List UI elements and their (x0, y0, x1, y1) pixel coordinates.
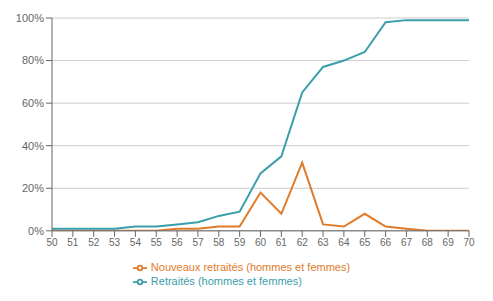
svg-text:40%: 40% (22, 140, 44, 152)
svg-text:65: 65 (359, 237, 371, 248)
svg-text:60%: 60% (22, 97, 44, 109)
html-text:Nouveaux retraités (hommes et: Nouveaux retraités (hommes et femmes) (150, 260, 351, 273)
svg-text:20%: 20% (22, 182, 44, 194)
svg-text:53: 53 (109, 237, 121, 248)
html-text:Retraités (hommes et femmes): Retraités (hommes et femmes) (150, 274, 302, 287)
svg-text:68: 68 (422, 237, 434, 248)
svg-text:51: 51 (67, 237, 79, 248)
svg-text:57: 57 (192, 237, 204, 248)
svg-text:64: 64 (338, 237, 350, 248)
svg-text:70: 70 (463, 237, 475, 248)
svg-text:0%: 0% (28, 225, 44, 237)
svg-text:55: 55 (151, 237, 163, 248)
svg-text:54: 54 (130, 237, 142, 248)
svg-text:66: 66 (380, 237, 392, 248)
svg-text:63: 63 (317, 237, 329, 248)
svg-text:60: 60 (255, 237, 267, 248)
svg-text:59: 59 (234, 237, 246, 248)
svg-text:61: 61 (276, 237, 288, 248)
svg-text:58: 58 (213, 237, 225, 248)
svg-text:100%: 100% (16, 12, 44, 24)
svg-text:80%: 80% (22, 54, 44, 66)
svg-text:67: 67 (401, 237, 413, 248)
svg-text:50: 50 (46, 237, 58, 248)
svg-text:52: 52 (88, 237, 100, 248)
svg-text:56: 56 (172, 237, 184, 248)
svg-text:69: 69 (443, 237, 455, 248)
svg-text:62: 62 (297, 237, 309, 248)
